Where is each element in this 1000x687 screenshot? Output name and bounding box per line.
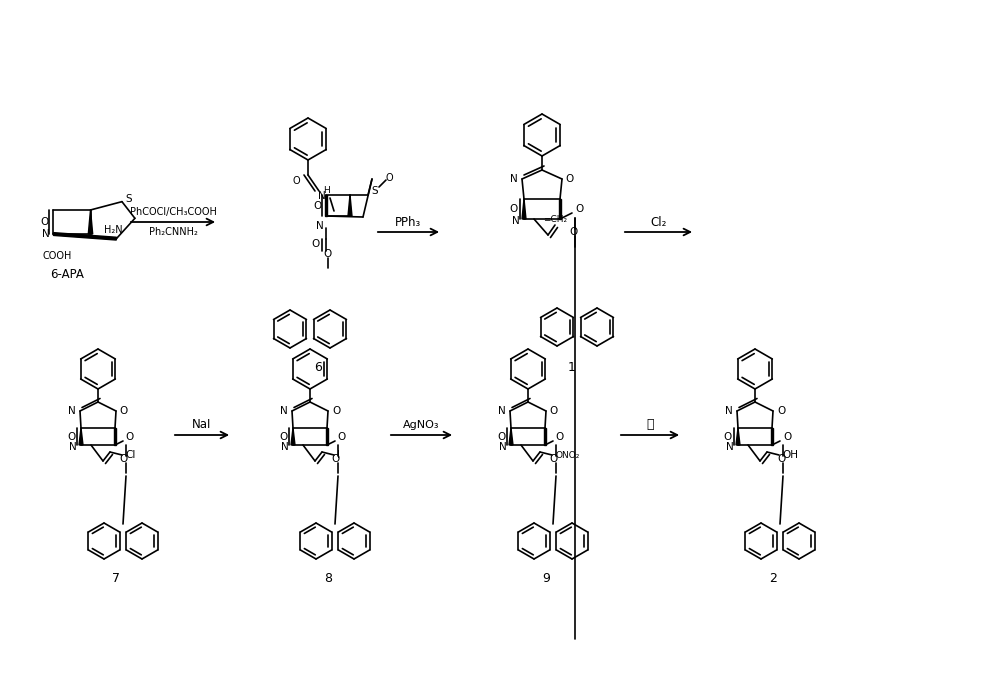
Text: N: N [68,406,76,416]
Text: N: N [42,229,49,239]
Polygon shape [114,428,116,445]
Text: O: O [120,406,128,416]
Text: 6-APA: 6-APA [50,267,84,280]
Text: O: O [332,406,340,416]
Polygon shape [325,195,327,216]
Text: O: O [324,249,332,259]
Text: Ph₂CNNH₂: Ph₂CNNH₂ [149,227,197,237]
Text: O: O [724,431,732,442]
Text: =CH₂: =CH₂ [543,214,567,223]
Text: N: N [498,406,506,416]
Text: O: O [497,431,505,442]
Text: O: O [556,432,564,442]
Polygon shape [348,195,352,216]
Text: 2: 2 [769,572,777,585]
Text: N: N [316,221,324,231]
Text: N: N [69,442,77,452]
Text: N: N [281,442,289,452]
Text: O: O [550,406,558,416]
Text: O: O [292,176,300,186]
Text: 7: 7 [112,572,120,585]
Text: H₂N: H₂N [104,225,122,235]
Text: N: N [510,174,518,184]
Polygon shape [88,210,93,234]
Text: N: N [499,442,507,452]
Polygon shape [53,233,117,240]
Text: N: N [725,406,733,416]
Text: NaI: NaI [192,418,212,431]
Text: O: O [120,454,128,464]
Polygon shape [544,428,546,445]
Text: 8: 8 [324,572,332,585]
Polygon shape [736,428,740,445]
Text: O: O [569,227,577,237]
Polygon shape [326,428,328,445]
Polygon shape [509,428,513,445]
Text: AgNO₃: AgNO₃ [403,420,440,430]
Text: 酸: 酸 [646,418,654,431]
Text: S: S [372,186,378,196]
Text: Cl₂: Cl₂ [650,216,667,229]
Text: O: O [550,454,558,464]
Polygon shape [522,199,526,219]
Text: 1: 1 [568,361,576,374]
Text: O: O [575,204,583,214]
Text: 6: 6 [314,361,322,374]
Text: O: O [313,201,321,210]
Text: Cl: Cl [125,450,135,460]
Text: N: N [318,191,326,201]
Text: N: N [512,216,520,226]
Text: N: N [726,442,734,452]
Text: I: I [337,450,340,460]
Text: PhCOCl/CH₃COOH: PhCOCl/CH₃COOH [130,207,216,217]
Text: O: O [40,217,49,227]
Text: N: N [280,406,288,416]
Text: O: O [385,173,393,183]
Text: H: H [324,185,330,194]
Polygon shape [79,428,83,445]
Text: O: O [338,432,346,442]
Text: PPh₃: PPh₃ [395,216,422,229]
Text: 9: 9 [542,572,550,585]
Text: O: O [312,239,320,249]
Text: O: O [777,454,785,464]
Text: O: O [777,406,785,416]
Polygon shape [291,428,295,445]
Text: O: O [332,454,340,464]
Polygon shape [559,199,561,219]
Text: OH: OH [782,450,798,460]
Text: O: O [566,174,574,184]
Text: O: O [783,432,791,442]
Text: O: O [279,431,287,442]
Text: S: S [126,194,132,203]
Text: O: O [510,204,518,214]
Text: ONO₂: ONO₂ [555,451,579,460]
Polygon shape [771,428,773,445]
Text: O: O [126,432,134,442]
Text: COOH: COOH [43,251,72,261]
Text: O: O [67,431,75,442]
